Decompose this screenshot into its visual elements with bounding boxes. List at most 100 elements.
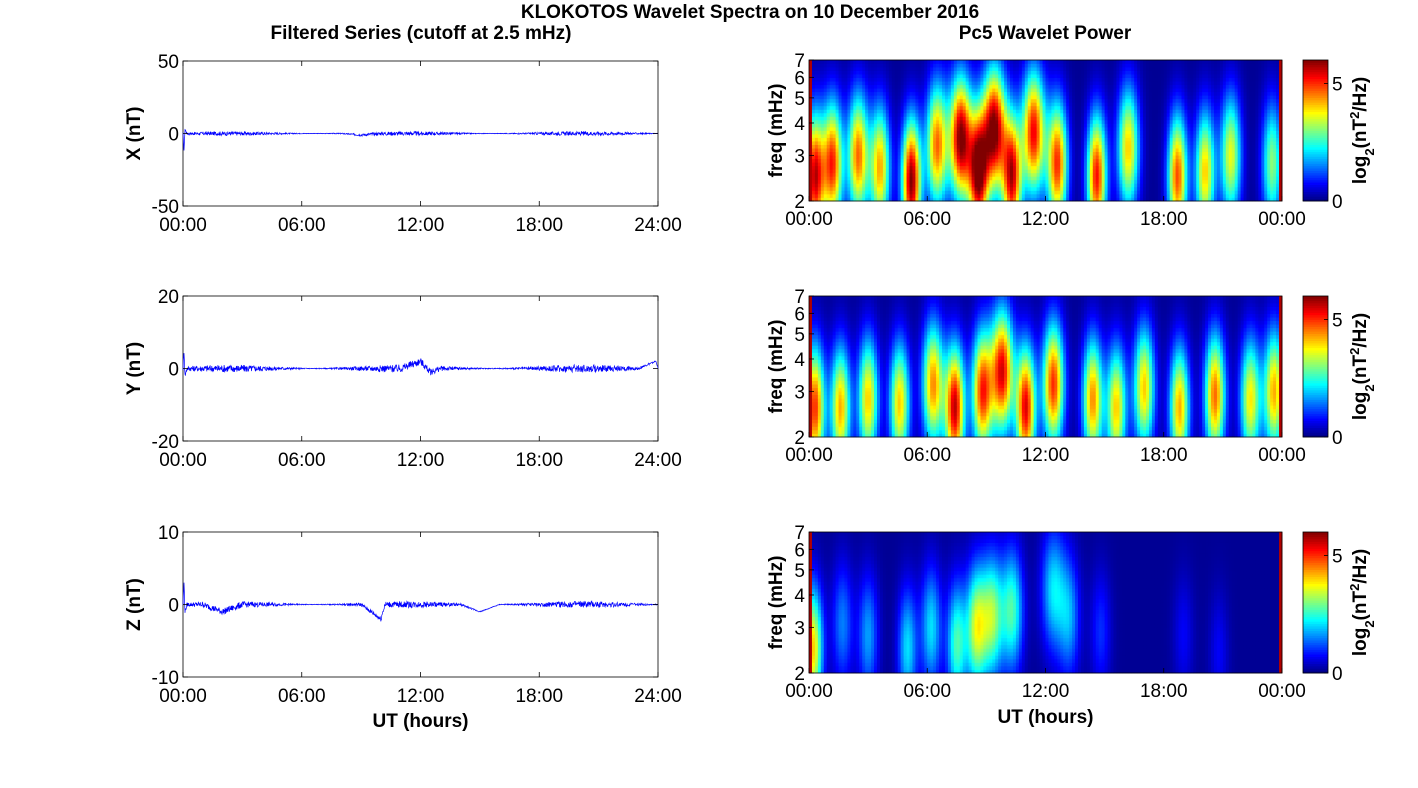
heatmap-cell (1163, 176, 1168, 181)
heatmap-cell (814, 179, 819, 184)
heatmap-cell (1110, 119, 1114, 124)
heatmap-cell (1098, 176, 1103, 181)
heatmap-cell (950, 84, 955, 89)
heatmap-cell (871, 193, 875, 198)
heatmap-cell (986, 158, 990, 163)
heatmap-cell (1128, 186, 1132, 191)
heatmap-cell (1089, 60, 1094, 64)
heatmap-cell (989, 144, 993, 149)
heatmap-cell (811, 119, 816, 124)
heatmap-cell (1051, 88, 1055, 93)
heatmap-cell (891, 109, 896, 114)
heatmap-cell (1021, 84, 1026, 89)
heatmap-cell (1012, 102, 1017, 107)
heatmap-cell (844, 172, 848, 177)
heatmap-cell (874, 102, 878, 107)
heatmap-cell (814, 123, 819, 128)
heatmap-cell (1042, 126, 1046, 131)
heatmap-cell (953, 158, 958, 163)
heatmap-cell (944, 179, 949, 184)
heatmap-cell (865, 91, 869, 96)
heatmap-cell (856, 116, 860, 121)
heatmap-cell (891, 137, 896, 142)
heatmap-cell (871, 81, 875, 86)
heatmap-cell (891, 88, 896, 93)
heatmap-cell (974, 102, 978, 107)
heatmap-cell (1033, 105, 1038, 110)
heatmap-cell (1154, 98, 1159, 103)
heatmap-cell (959, 190, 964, 195)
heatmap-cell (968, 183, 972, 188)
heatmap-cell (832, 179, 837, 184)
heatmap-cell (998, 158, 1002, 163)
heatmap-cell (832, 88, 837, 93)
heatmap-cell (959, 123, 964, 128)
heatmap-cell (868, 84, 872, 89)
heatmap-cell (1119, 74, 1123, 79)
heatmap-cell (944, 84, 949, 89)
heatmap-cell (930, 155, 934, 160)
heatmap-cell (1151, 67, 1156, 71)
heatmap-cell (814, 102, 819, 107)
heatmap-cell (1092, 169, 1097, 174)
heatmap-cell (891, 186, 896, 191)
heatmap-cell (947, 123, 952, 128)
heatmap-cell (1039, 105, 1043, 110)
heatmap-cell (995, 197, 999, 202)
heatmap-cell (980, 144, 984, 149)
heatmap-cell (1128, 123, 1132, 128)
heatmap-cell (820, 130, 825, 135)
heatmap-cell (894, 84, 899, 89)
heatmap-cell (1048, 88, 1052, 93)
heatmap-cell (965, 176, 970, 181)
heatmap-cell (850, 162, 854, 167)
heatmap-cell (832, 98, 837, 103)
heatmap-cell (959, 88, 964, 93)
y-tick-label: 50 (158, 52, 179, 73)
heatmap-cell (915, 197, 919, 202)
heatmap-cell (871, 91, 875, 96)
heatmap-cell (915, 95, 919, 100)
heatmap-cell (811, 63, 816, 68)
heatmap-cell (853, 109, 857, 114)
heatmap-cell (1098, 84, 1103, 89)
heatmap-cell (868, 105, 872, 110)
heatmap-cell (1042, 144, 1046, 149)
heatmap-cell (962, 88, 967, 93)
heatmap-cell (850, 130, 854, 135)
heatmap-cell (1075, 102, 1079, 107)
heatmap-cell (835, 148, 839, 153)
heatmap-cell (1086, 144, 1091, 149)
heatmap-cell (1078, 190, 1082, 195)
heatmap-cell (888, 179, 893, 184)
heatmap-cell (1131, 67, 1135, 71)
heatmap-cell (933, 130, 937, 135)
heatmap-cell (915, 126, 919, 131)
heatmap-cell (903, 102, 907, 107)
heatmap-cell (882, 102, 887, 107)
heatmap-cell (1098, 197, 1103, 202)
heatmap-cell (1134, 130, 1138, 135)
heatmap-cell (1039, 63, 1043, 68)
heatmap-cell (1045, 137, 1049, 142)
heatmap-cell (1015, 190, 1020, 195)
heatmap-cell (1030, 123, 1035, 128)
heatmap-cell (1148, 60, 1153, 64)
heatmap-cell (1007, 95, 1011, 100)
heatmap-cell (974, 91, 978, 96)
heatmap-cell (1086, 119, 1091, 124)
heatmap-cell (903, 63, 907, 68)
heatmap-cell (823, 67, 828, 71)
heatmap-cell (1036, 91, 1040, 96)
heatmap-cell (1160, 67, 1165, 71)
heatmap-cell (942, 130, 946, 135)
heatmap-cell (918, 158, 922, 163)
heatmap-cell (882, 148, 887, 153)
heatmap-cell (900, 151, 904, 156)
heatmap-cell (844, 91, 848, 96)
heatmap-cell (1128, 179, 1132, 184)
heatmap-cell (950, 169, 955, 174)
heatmap-cell (956, 169, 961, 174)
heatmap-cell (1063, 95, 1067, 100)
heatmap-cell (1075, 141, 1079, 145)
